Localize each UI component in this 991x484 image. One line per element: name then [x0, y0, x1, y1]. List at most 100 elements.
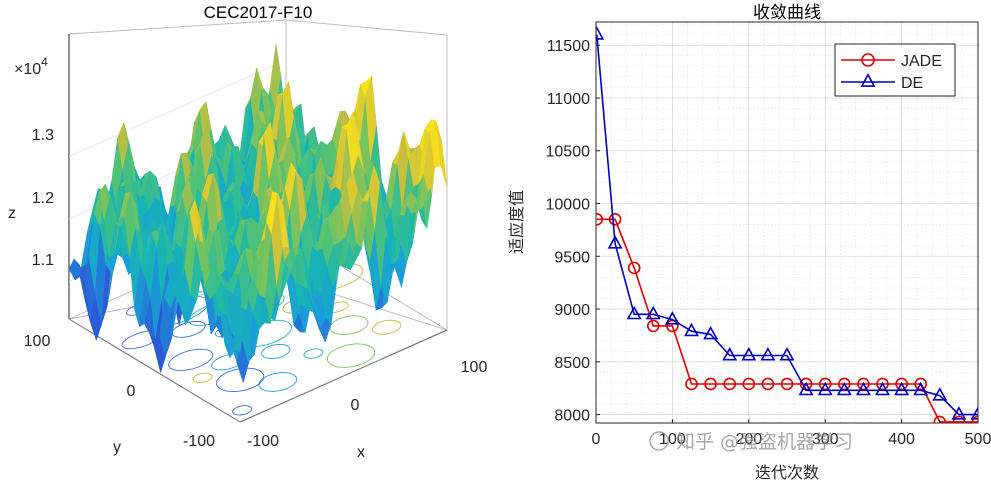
legend-marker-jade: [861, 53, 875, 67]
convergence-xlabel: 迭代次数: [755, 463, 819, 482]
contour-line: [327, 343, 376, 368]
y-tick-label: 11500: [547, 38, 590, 55]
data-point-jade: [646, 319, 660, 333]
x-tick-label: 0: [592, 431, 601, 448]
y-tick-label: 8500: [554, 355, 590, 372]
z-tick: 1.1: [32, 252, 54, 269]
legend-marker-de: [860, 73, 876, 87]
y-tick: -100: [183, 433, 215, 450]
data-point-jade: [837, 377, 851, 391]
data-point-jade: [608, 213, 622, 226]
surface-title: CEC2017-F10: [204, 3, 313, 22]
y-tick-label: 11000: [547, 91, 590, 108]
data-point-de: [760, 347, 776, 361]
convergence-plot: 收敛曲线 8000 8500 9000 9500 10000 10500 11000 1150…: [507, 3, 991, 482]
surface-mesh: [68, 43, 448, 384]
x-tick: -100: [247, 433, 279, 450]
data-point-de: [741, 347, 757, 361]
x-tick-label: 200: [735, 431, 762, 448]
series-line-de: [596, 34, 978, 416]
contour-line: [167, 348, 214, 371]
z-tick: 1.2: [32, 190, 54, 207]
contour-line: [192, 372, 213, 383]
data-point-de: [970, 406, 978, 420]
y-tick-label: 10500: [546, 144, 591, 161]
data-point-jade: [818, 377, 832, 391]
series-line-jade: [596, 218, 978, 423]
x-tick-label: 400: [888, 431, 915, 448]
data-point-de: [875, 381, 890, 396]
x-tick-label: 300: [812, 431, 839, 448]
legend-label-jade: JADE: [901, 53, 942, 70]
data-point-de: [913, 381, 929, 396]
legend-label-de: DE: [901, 75, 923, 92]
watermark-text: 知乎 @强盗机器学习: [676, 431, 853, 453]
x-tick-label: 500: [965, 431, 991, 448]
data-point-de: [626, 305, 642, 320]
y-tick: 0: [127, 383, 136, 400]
legend: JADE DE: [834, 43, 956, 97]
plot-frame: [595, 21, 979, 424]
x-tick: 100: [461, 359, 488, 376]
data-point-jade: [742, 377, 756, 391]
data-point-de: [951, 406, 967, 420]
legend-box: [834, 43, 956, 97]
gridline: [68, 64, 277, 157]
z-tick: 1.3: [32, 127, 54, 144]
data-point-de: [817, 381, 833, 396]
data-point-de: [779, 347, 795, 361]
y-tick-label: 9000: [554, 302, 590, 319]
y-axis-label: y: [113, 439, 121, 456]
data-point-jade: [761, 377, 775, 391]
contour-line: [232, 405, 253, 416]
y-tick-label: 10000: [546, 197, 591, 214]
y-tick-label: 9500: [554, 249, 590, 266]
surface-plot: CEC2017-F10 1.3 1.2 1.1 ×104 z 100 0 -10…: [8, 3, 487, 461]
data-point-jade: [704, 377, 717, 391]
data-point-jade: [596, 213, 604, 226]
contour-line: [171, 320, 206, 338]
data-point-de: [836, 381, 852, 396]
data-point-jade: [933, 415, 947, 423]
data-point-de: [645, 305, 661, 320]
convergence-ylabel: 适应度值: [507, 190, 526, 254]
data-point-jade: [876, 377, 889, 391]
data-point-jade: [627, 261, 641, 275]
data-point-jade: [685, 377, 698, 391]
data-point-jade: [952, 415, 966, 423]
y-tick-label: 8000: [554, 408, 590, 425]
contour-line: [372, 319, 402, 335]
data-point-de: [855, 381, 871, 396]
z-axis-label: z: [8, 205, 16, 222]
x-axis-label: x: [357, 444, 365, 461]
contour-line: [261, 343, 291, 360]
z-exponent: ×104: [14, 55, 48, 78]
contour-line: [329, 315, 369, 336]
contour-line: [258, 372, 298, 392]
chat-bubble-icon: [649, 431, 669, 451]
data-point-de: [684, 322, 699, 337]
data-point-jade: [780, 377, 794, 391]
x-tick: 0: [351, 397, 360, 414]
data-point-de: [932, 387, 948, 401]
data-point-de: [607, 235, 623, 249]
convergence-series: [596, 26, 978, 423]
data-point-jade: [914, 377, 928, 391]
data-point-de: [894, 381, 910, 396]
data-point-jade: [723, 377, 737, 391]
data-point-jade: [857, 377, 870, 391]
data-point-jade: [895, 377, 908, 391]
surface-patch: [435, 120, 448, 188]
convergence-title: 收敛曲线: [753, 3, 821, 23]
data-point-jade: [971, 415, 978, 423]
data-point-de: [798, 381, 814, 396]
watermark: 知乎 @强盗机器学习: [649, 431, 853, 453]
data-point-de: [703, 325, 719, 340]
contour-line: [303, 348, 324, 359]
data-point-de: [664, 311, 680, 325]
data-point-de: [722, 347, 738, 361]
y-tick: 100: [24, 333, 51, 350]
data-point-de: [596, 26, 605, 40]
